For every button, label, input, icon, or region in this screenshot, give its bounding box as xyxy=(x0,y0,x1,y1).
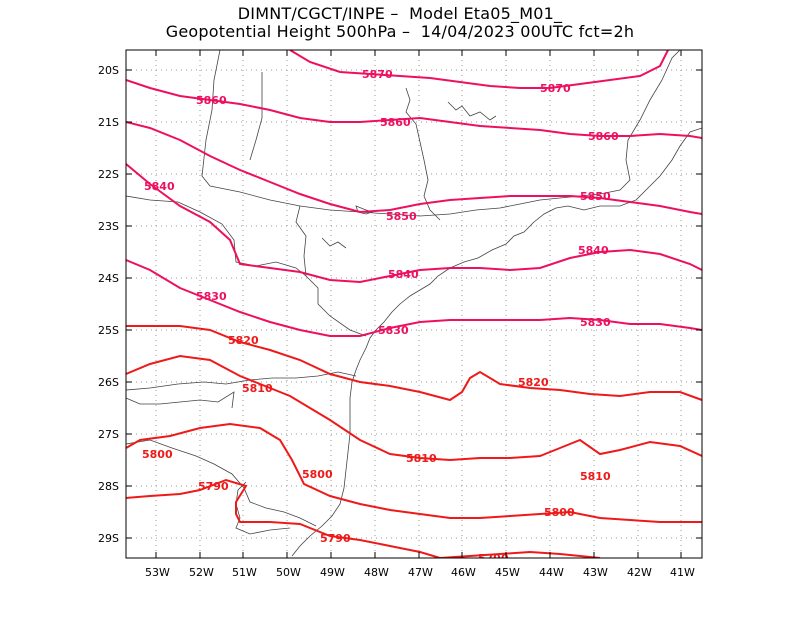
contour-5790 xyxy=(126,478,441,558)
lon-tick-label: 52W xyxy=(189,566,214,579)
contour-5870 xyxy=(289,50,669,89)
lagoa-patos xyxy=(235,481,291,535)
contour-5860 xyxy=(126,79,702,139)
lat-tick-label: 25S xyxy=(98,324,119,337)
lake-serra xyxy=(321,237,347,249)
argentina-border xyxy=(126,391,235,409)
lon-tick-label: 42W xyxy=(627,566,652,579)
contour-5800 xyxy=(126,422,702,523)
lake-furnas xyxy=(447,101,497,121)
map-grid xyxy=(126,50,702,558)
contour-label: 5810 xyxy=(406,452,437,465)
lat-tick-label: 28S xyxy=(98,480,119,493)
contour-label: 5870 xyxy=(362,68,393,81)
lon-axis xyxy=(155,50,682,558)
contour-label: 5850 xyxy=(580,190,611,203)
contour-label: 5800 xyxy=(302,468,333,481)
lat-tick-label: 24S xyxy=(98,272,119,285)
contour-5840 xyxy=(126,163,702,284)
river-parana xyxy=(249,72,263,161)
contour-label: 5820 xyxy=(228,334,259,347)
lon-tick-label: 48W xyxy=(364,566,389,579)
lat-tick-label: 23S xyxy=(98,220,119,233)
contour-label: 5840 xyxy=(144,180,175,193)
contours xyxy=(126,50,702,558)
coastline xyxy=(291,127,702,557)
state-border-sc-rs xyxy=(126,439,317,527)
contour-5810 xyxy=(126,354,702,462)
contour-label: 5810 xyxy=(580,470,611,483)
lat-tick-label: 29S xyxy=(98,532,119,545)
map-subtitle: Geopotential Height 500hPa – 14/04/2023 … xyxy=(165,22,635,41)
state-border-mg-rj xyxy=(405,87,441,221)
contour-label: 5860 xyxy=(588,130,619,143)
lat-tick-label: 27S xyxy=(98,428,119,441)
contour-label: 5870 xyxy=(540,82,571,95)
lon-tick-label: 50W xyxy=(276,566,301,579)
lon-labels: 53W 52W 51W 50W 49W 48W 47W 46W 45W 44W … xyxy=(145,566,695,579)
lon-tick-label: 44W xyxy=(539,566,564,579)
contour-5830 xyxy=(126,259,702,337)
map-frame xyxy=(125,49,703,559)
lon-tick-label: 51W xyxy=(232,566,257,579)
contour-label: 5800 xyxy=(544,506,575,519)
contour-label: 5800 xyxy=(142,448,173,461)
lon-tick-label: 41W xyxy=(670,566,695,579)
lon-tick-label: 45W xyxy=(495,566,520,579)
contour-label: 5790 xyxy=(478,552,509,565)
coast-island xyxy=(355,205,374,215)
state-border-pr-sc xyxy=(126,371,357,391)
lon-tick-label: 47W xyxy=(408,566,433,579)
lat-tick-label: 22S xyxy=(98,168,119,181)
lat-labels: 20S 21S 22S 23S 24S 25S 26S 27S 28S 29S xyxy=(98,64,119,545)
contour-labels: 5870 5870 5860 5860 5860 5840 5850 5850 … xyxy=(142,68,619,565)
contour-label: 5830 xyxy=(196,290,227,303)
lon-tick-label: 43W xyxy=(583,566,608,579)
lon-tick-label: 53W xyxy=(145,566,170,579)
lon-tick-label: 49W xyxy=(320,566,345,579)
contour-label: 5810 xyxy=(242,382,273,395)
contour-5820 xyxy=(126,325,702,402)
lat-tick-label: 20S xyxy=(98,64,119,77)
contour-label: 5830 xyxy=(580,316,611,329)
contour-label: 5820 xyxy=(518,376,549,389)
lon-tick-label: 46W xyxy=(451,566,476,579)
contour-label: 5860 xyxy=(196,94,227,107)
contour-label: 5840 xyxy=(388,268,419,281)
contour-label: 5840 xyxy=(578,244,609,257)
lat-tick-label: 21S xyxy=(98,116,119,129)
state-border-sp-pr xyxy=(126,195,367,337)
contour-label: 5860 xyxy=(380,116,411,129)
contour-5790b xyxy=(439,550,601,558)
contour-5850 xyxy=(126,121,702,215)
contour-label: 5830 xyxy=(378,324,409,337)
state-border-ms-sp xyxy=(295,205,307,277)
contour-label: 5790 xyxy=(320,532,351,545)
map-title: DIMNT/CGCT/INPE – Model Eta05_M01_ xyxy=(237,4,563,23)
contour-label: 5850 xyxy=(386,210,417,223)
contour-label: 5790 xyxy=(198,480,229,493)
lat-tick-label: 26S xyxy=(98,376,119,389)
lat-axis xyxy=(126,69,702,539)
